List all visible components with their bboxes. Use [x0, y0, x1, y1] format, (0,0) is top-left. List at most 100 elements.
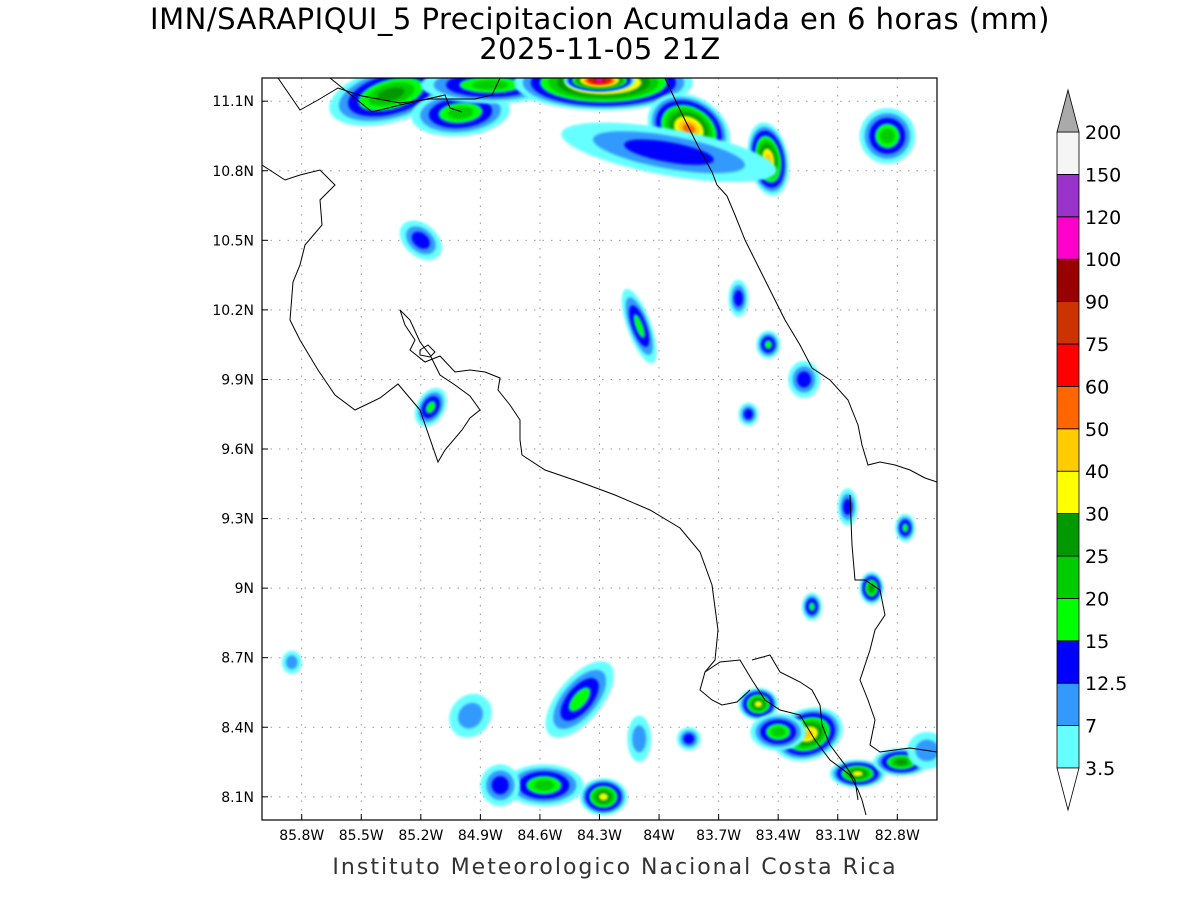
- precip-cell: [504, 764, 584, 807]
- contour-band: [743, 409, 753, 420]
- contour-band: [733, 290, 743, 307]
- contour-band: [568, 686, 591, 712]
- nicaragua-border: [277, 78, 501, 111]
- legend-swatch: [1056, 216, 1080, 260]
- osa-peninsula: [704, 659, 867, 816]
- lon-tick-label: 84.9W: [458, 828, 503, 844]
- precip-cell: [399, 220, 442, 261]
- legend-label: 7: [1085, 716, 1097, 738]
- legend-swatch: [1056, 131, 1080, 175]
- legend-swatch: [1056, 173, 1080, 218]
- contour-band: [682, 123, 695, 135]
- precip-cell: [728, 279, 749, 317]
- legend-label: 200: [1085, 122, 1121, 144]
- lon-tick-label: 83.7W: [696, 828, 741, 844]
- legend-label: 120: [1085, 207, 1121, 229]
- contour-band: [683, 733, 695, 745]
- contour-band: [425, 400, 437, 414]
- color-legend: 3.5 7 12.5 15 20 25 30 40 50 60 75 90 100 120 150 200: [1056, 88, 1127, 812]
- precip-cell: [449, 693, 492, 738]
- lat-tick-label: 10.2N: [212, 303, 254, 319]
- coastline: [262, 78, 937, 816]
- legend-label: 3.5: [1085, 758, 1115, 780]
- legend-label: 40: [1085, 461, 1109, 483]
- legend-label: 20: [1085, 588, 1109, 610]
- legend-swatch: [1056, 301, 1080, 345]
- legend-label: 75: [1085, 334, 1109, 356]
- lon-tick-label: 85.5W: [339, 828, 384, 844]
- legend-label: 15: [1085, 631, 1109, 653]
- contour-band: [895, 758, 908, 766]
- legend-swatch: [1056, 555, 1080, 599]
- bocas-del-toro-coast: [849, 494, 937, 753]
- chart-title: IMN/SARAPIQUI_5 Precipitacion Acumulada …: [150, 2, 1050, 36]
- legend-swatch: [1056, 470, 1080, 515]
- legend-bottom-arrow: [1056, 767, 1080, 812]
- legend-label: 25: [1085, 546, 1109, 568]
- lat-tick-label: 8.7N: [221, 651, 254, 667]
- precip-cell: [750, 713, 806, 751]
- legend-swatch: [1056, 725, 1080, 769]
- contour-band: [632, 725, 647, 753]
- legend-swatch: [1056, 343, 1080, 387]
- contour-band: [764, 339, 773, 350]
- contour-band: [598, 793, 608, 801]
- precip-cell: [859, 571, 884, 605]
- contour-band: [633, 313, 646, 339]
- contour-band: [377, 87, 405, 102]
- lon-tick-label: 83.1W: [815, 828, 860, 844]
- contour-band: [411, 231, 430, 249]
- lon-tick-label: 84W: [643, 828, 675, 844]
- legend-swatch: [1056, 598, 1080, 642]
- precip-cell: [480, 764, 521, 807]
- contour-band: [797, 371, 811, 388]
- lake-nicaragua-shore: [329, 78, 463, 113]
- legend-top-arrow: [1056, 88, 1080, 133]
- precip-cell: [563, 78, 636, 92]
- contour-band: [595, 78, 604, 83]
- lat-tick-label: 10.8N: [212, 164, 254, 180]
- lat-tick-label: 9.6N: [221, 442, 254, 458]
- contour-band: [754, 700, 763, 708]
- precip-cell: [829, 759, 886, 788]
- contour-band: [901, 523, 909, 533]
- costa-rica-coast: [262, 164, 751, 706]
- lat-tick-label: 9.9N: [221, 372, 254, 388]
- legend-label: 100: [1085, 249, 1121, 271]
- axes: 11.1N 10.8N 10.5N 10.2N 9.9N 9.6N 9.3N 9N 8.7N 8.…: [212, 94, 920, 844]
- precip-cell: [802, 592, 822, 621]
- legend-label: 50: [1085, 419, 1109, 441]
- lake-arenal-outline: [419, 344, 436, 358]
- precip-cell: [621, 288, 657, 364]
- precip-cell: [579, 778, 628, 816]
- precip-cell: [545, 661, 614, 738]
- credit-footer: Instituto Meteorologico Nacional Costa R…: [332, 855, 898, 880]
- legend-swatch: [1056, 682, 1080, 727]
- legend-swatch: [1056, 513, 1080, 557]
- caribbean-coast-north: [664, 78, 728, 197]
- legend-swatch: [1056, 640, 1080, 684]
- chart-subtitle: 2025-11-05 21Z: [479, 32, 721, 66]
- contour-band: [852, 770, 863, 777]
- precip-cell: [738, 402, 759, 426]
- contour-band: [880, 128, 895, 144]
- lon-tick-label: 84.6W: [517, 828, 562, 844]
- contour-band: [868, 584, 875, 592]
- lon-tick-label: 82.8W: [875, 828, 920, 844]
- legend-label: 90: [1085, 292, 1109, 314]
- lon-tick-label: 85.8W: [279, 828, 324, 844]
- legend-label: 30: [1085, 504, 1109, 526]
- lat-tick-label: 8.4N: [221, 720, 254, 736]
- contour-band: [491, 776, 509, 795]
- contour-band: [533, 779, 555, 791]
- contour-band: [624, 139, 714, 165]
- precip-cell: [627, 715, 652, 763]
- contour-band: [843, 498, 853, 516]
- lon-tick-label: 83.4W: [756, 828, 801, 844]
- lat-tick-label: 9.3N: [221, 512, 254, 528]
- lon-tick-label: 84.3W: [577, 828, 622, 844]
- contour-band: [472, 80, 509, 90]
- legend-label: 60: [1085, 376, 1109, 398]
- panama-border: [751, 654, 859, 801]
